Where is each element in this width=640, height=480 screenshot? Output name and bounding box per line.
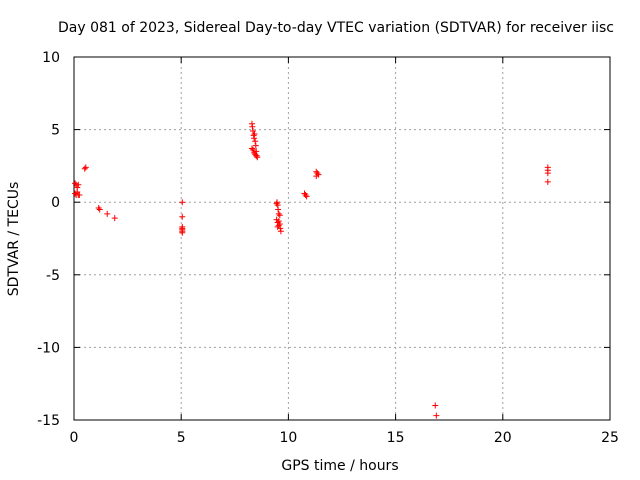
y-tick-label: 0 — [51, 195, 60, 211]
data-point — [253, 152, 260, 159]
data-point — [250, 146, 257, 153]
data-point — [544, 178, 551, 185]
x-tick-label: 5 — [177, 430, 186, 446]
y-tick-label: -10 — [37, 340, 60, 356]
x-tick-label: 20 — [494, 430, 512, 446]
data-point — [303, 193, 310, 200]
data-point — [252, 138, 259, 145]
chart-title: Day 081 of 2023, Sidereal Day-to-day VTE… — [58, 20, 614, 36]
data-point — [274, 199, 281, 206]
data-point — [313, 168, 320, 175]
data-point — [75, 181, 82, 188]
data-point — [275, 210, 282, 217]
data-point — [277, 228, 284, 235]
y-tick-label: -5 — [46, 268, 60, 284]
plot-frame — [73, 56, 611, 421]
data-point — [96, 206, 103, 213]
x-tick-label: 0 — [70, 430, 79, 446]
x-axis-ticks: 0 5 10 15 20 25 — [70, 57, 619, 446]
x-tick-label: 10 — [279, 430, 297, 446]
data-point — [72, 180, 79, 187]
data-point — [314, 170, 321, 177]
data-point — [111, 215, 118, 222]
grid — [74, 57, 610, 420]
data-point — [249, 123, 256, 130]
y-axis-ticks: 10 5 0 -5 -10 -15 — [37, 50, 610, 429]
data-point — [95, 205, 102, 212]
x-tick-label: 25 — [601, 430, 619, 446]
data-point — [82, 164, 89, 171]
y-tick-label: 5 — [51, 123, 60, 139]
data-point — [252, 142, 259, 149]
x-tick-label: 15 — [387, 430, 405, 446]
data-point — [76, 191, 83, 198]
data-point — [433, 412, 440, 419]
data-point — [277, 225, 284, 232]
data-point — [275, 206, 282, 213]
x-axis-label: GPS time / hours — [281, 458, 398, 474]
data-point — [302, 191, 309, 198]
data-point — [432, 402, 439, 409]
data-point — [254, 154, 261, 161]
data-point — [544, 170, 551, 177]
y-axis-label: SDTVAR / TECUs — [6, 182, 22, 297]
data-point — [251, 130, 258, 137]
y-tick-label: 10 — [42, 50, 60, 66]
data-point — [179, 213, 186, 220]
data-point — [276, 212, 283, 219]
data-point — [274, 223, 281, 230]
data-point — [275, 218, 282, 225]
data-point — [248, 145, 255, 152]
data-point — [179, 229, 186, 236]
data-point — [250, 128, 257, 135]
data-point — [81, 165, 88, 172]
data-point — [179, 199, 186, 206]
y-tick-label: -15 — [37, 413, 60, 429]
data-points — [72, 120, 551, 419]
data-point — [104, 210, 111, 217]
